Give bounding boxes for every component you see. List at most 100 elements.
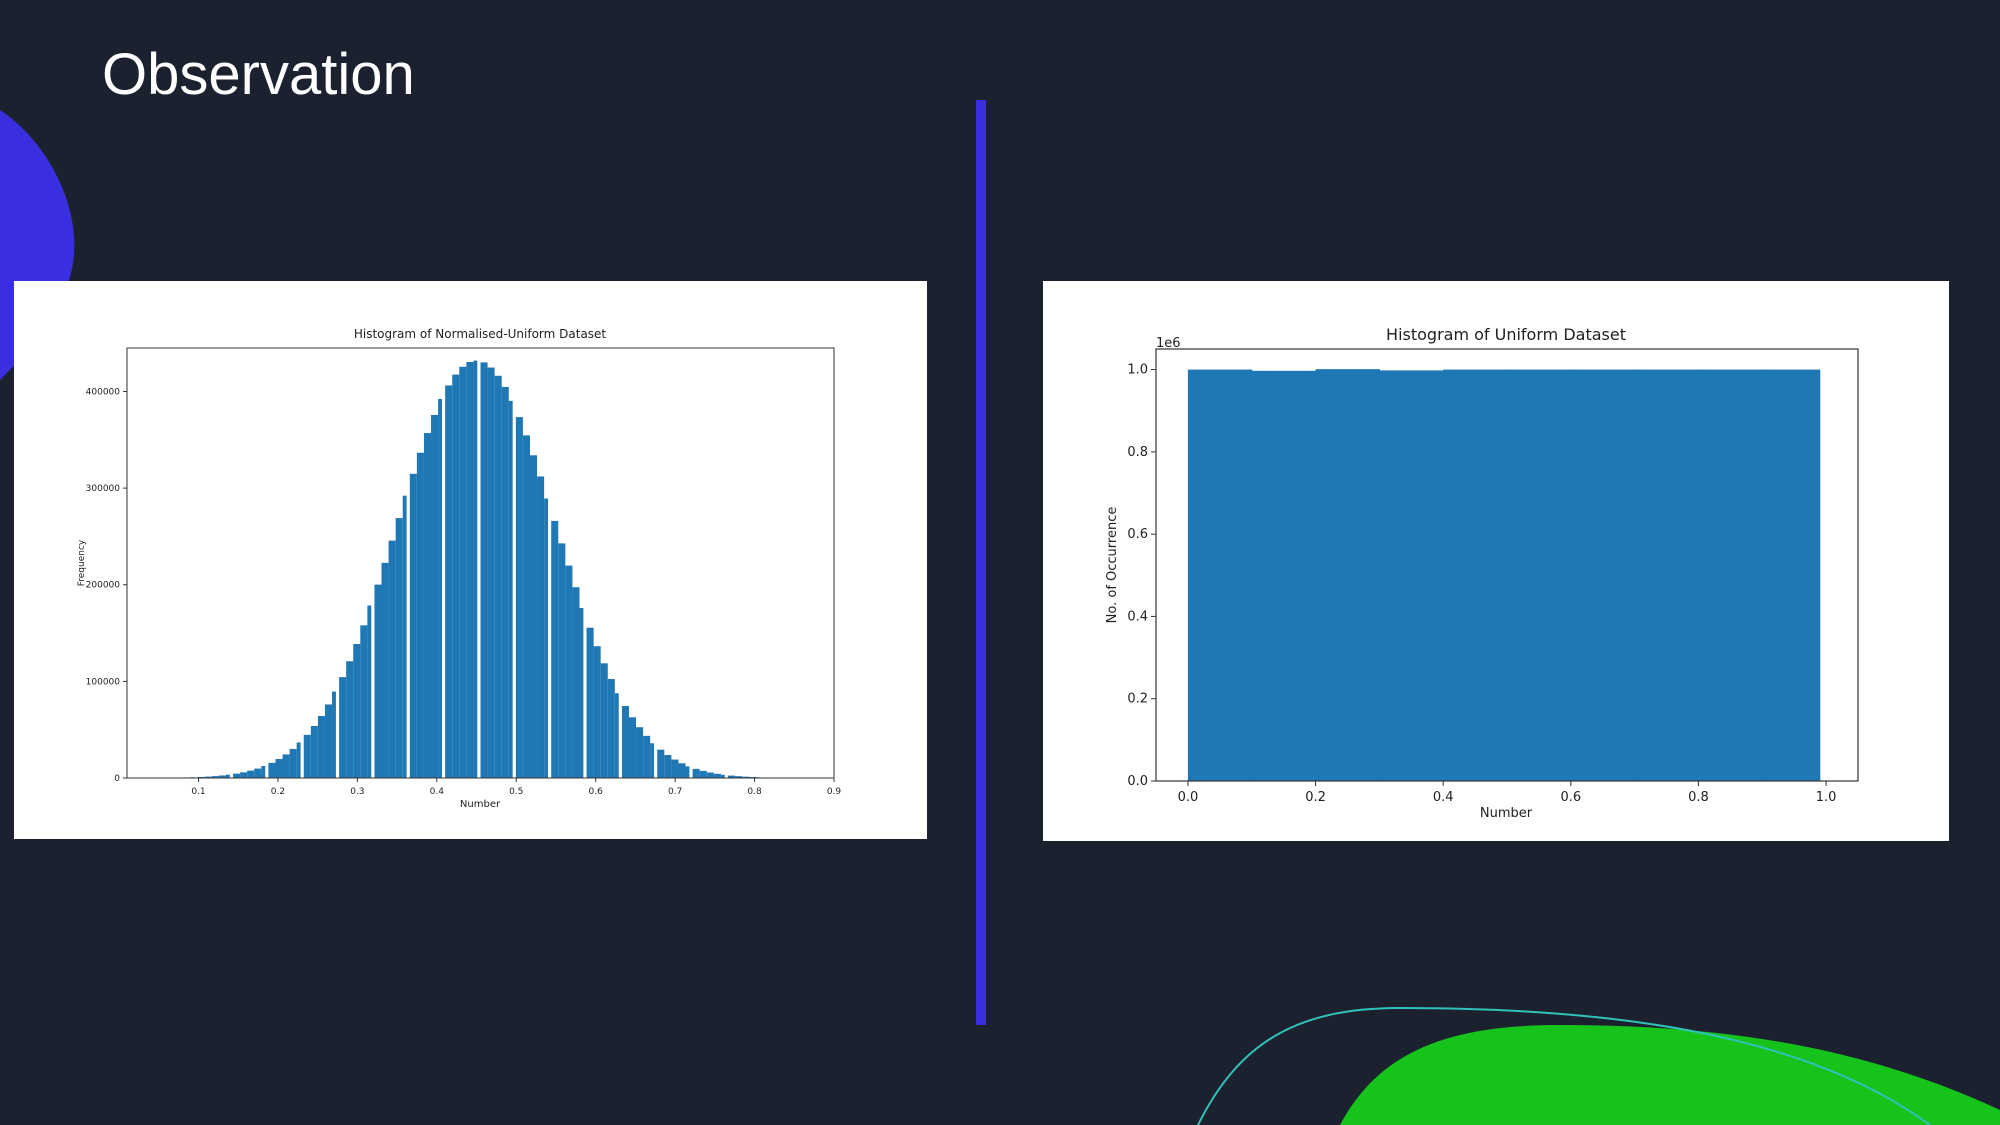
histogram-bar (636, 727, 644, 778)
histogram-bar (515, 417, 523, 778)
y-tick-label: 0.4 (1127, 609, 1148, 624)
histogram-bar (742, 776, 750, 778)
histogram-bar (544, 498, 549, 778)
histogram-bar (1570, 369, 1636, 781)
histogram-bar (310, 726, 318, 778)
x-tick-label: 0.4 (430, 787, 445, 797)
green-wave-decoration (1340, 1025, 2000, 1125)
histogram-bar (360, 625, 368, 778)
histogram-bar (445, 385, 453, 778)
histogram-bar (247, 770, 255, 778)
histogram-bar (197, 776, 205, 778)
histogram-bar (296, 742, 301, 778)
y-offset-label: 1e6 (1156, 336, 1181, 351)
histogram-bar (551, 520, 559, 778)
x-tick-label: 0.9 (827, 787, 842, 797)
x-tick-group: 0.1 0.2 0.3 0.4 0.5 0.6 0.7 0.8 0.9 (191, 778, 841, 797)
x-tick-label: 0.8 (747, 787, 762, 797)
histogram-bar (289, 748, 297, 778)
y-tick-label: 400000 (86, 387, 121, 397)
histogram-bar (487, 367, 495, 778)
histogram-bar (735, 776, 743, 778)
x-tick-label: 0.4 (1433, 790, 1454, 805)
histogram-bar (388, 540, 396, 778)
plot-frame (1155, 348, 1859, 782)
histogram-bar (586, 627, 594, 778)
histogram-bar (664, 755, 672, 778)
y-tick-label: 100000 (86, 677, 121, 687)
histogram-bar (1315, 369, 1380, 781)
histogram-bar (529, 455, 538, 778)
histogram-bar (558, 543, 566, 778)
histogram-bar (494, 375, 502, 778)
histogram-bar (579, 608, 584, 778)
histogram-bar (621, 705, 629, 778)
histogram-bar (1379, 370, 1444, 781)
histogram-bar (466, 362, 474, 778)
histogram-bar (367, 605, 372, 778)
histogram-bar (1634, 369, 1700, 781)
x-axis-label: Number (1480, 806, 1533, 821)
histogram-bar (1443, 369, 1508, 781)
histogram-bar (346, 661, 354, 778)
histogram-bar (593, 646, 601, 778)
histogram-bar (1507, 369, 1572, 781)
histogram-bar (1187, 369, 1253, 781)
x-tick-label: 0.1 (191, 787, 205, 797)
histogram-bar (233, 773, 241, 778)
histogram-bar (395, 518, 403, 778)
histogram-bar (204, 776, 212, 778)
histogram-bar (381, 562, 389, 778)
histogram-bar (240, 772, 248, 778)
histogram-bar (720, 774, 725, 778)
y-tick-label: 0.6 (1127, 527, 1148, 542)
histogram-bar (211, 776, 219, 778)
y-tick-label: 0.0 (1127, 774, 1148, 789)
histogram-bar (600, 663, 608, 778)
histogram-bar (537, 476, 545, 778)
histogram-bar (218, 775, 226, 778)
y-tick-label: 0 (114, 774, 120, 784)
y-tick-label: 1.0 (1127, 363, 1148, 378)
histogram-bar (275, 759, 283, 778)
teal-line-decoration (1197, 1006, 1931, 1125)
histogram-bar (678, 763, 686, 778)
histogram-bar (1762, 369, 1821, 781)
bar-group (176, 360, 778, 778)
histogram-bar (431, 414, 439, 778)
histogram-bar (628, 717, 637, 778)
x-tick-label: 0.6 (1560, 790, 1581, 805)
histogram-bar (685, 766, 690, 778)
histogram-bar (508, 400, 513, 778)
histogram-bar (402, 495, 407, 778)
histogram-bar (452, 374, 460, 778)
histogram-bar (317, 715, 325, 778)
x-tick-group: 0.0 0.2 0.4 0.6 0.8 1.0 (1178, 781, 1836, 805)
histogram-bar (607, 679, 615, 778)
uniform-histogram-panel: Histogram of Uniform Dataset 1e6 0.0 0.2 0… (1043, 281, 1949, 841)
chart-title: Histogram of Normalised-Uniform Dataset (354, 327, 607, 341)
y-tick-label: 0.8 (1127, 445, 1148, 460)
y-tick-group: 0 100000 200000 300000 400000 (86, 387, 127, 784)
x-tick-label: 0.7 (668, 787, 682, 797)
histogram-bar (480, 362, 488, 778)
histogram-bar (1698, 369, 1763, 781)
x-axis-label: Number (460, 799, 501, 810)
histogram-bar (650, 743, 655, 778)
y-axis-label: Frequency (77, 539, 87, 586)
histogram-bar (473, 360, 478, 778)
slide-title: Observation (102, 42, 415, 107)
histogram-bar (565, 565, 573, 778)
x-tick-label: 0.2 (271, 787, 285, 797)
normalised-uniform-histogram: Histogram of Normalised-Uniform Dataset … (77, 327, 841, 810)
x-tick-label: 0.2 (1305, 790, 1326, 805)
histogram-bar (409, 473, 417, 778)
histogram-bar (225, 774, 230, 778)
y-tick-label: 300000 (86, 484, 121, 494)
histogram-bar (727, 775, 736, 778)
histogram-bar (501, 386, 509, 778)
vertical-divider (976, 100, 986, 1025)
x-tick-label: 0.0 (1178, 790, 1199, 805)
histogram-bar (339, 677, 347, 778)
y-axis-label: No. of Occurrence (1105, 507, 1120, 624)
